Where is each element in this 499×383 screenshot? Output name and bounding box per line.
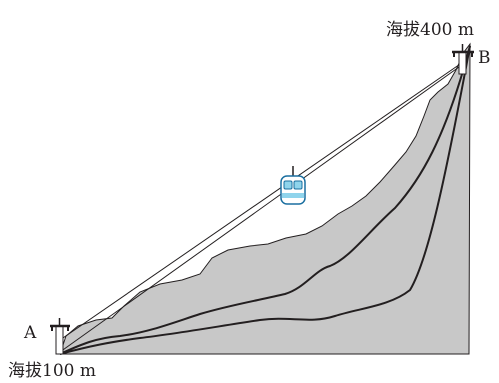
cable-lower xyxy=(59,61,467,353)
tower-a xyxy=(50,318,70,355)
cable-car-cabin xyxy=(280,166,306,205)
point-a-label: A xyxy=(23,323,37,343)
mountain-body xyxy=(59,42,471,355)
altitude-b-label: 海拔400 m xyxy=(386,20,474,40)
ridge-line-lower xyxy=(59,45,471,355)
altitude-a-label: 海拔100 m xyxy=(8,361,96,381)
tower-b xyxy=(452,44,474,75)
cable xyxy=(59,59,467,341)
point-b-label: B xyxy=(478,48,491,68)
ridge-line-upper xyxy=(59,45,471,355)
